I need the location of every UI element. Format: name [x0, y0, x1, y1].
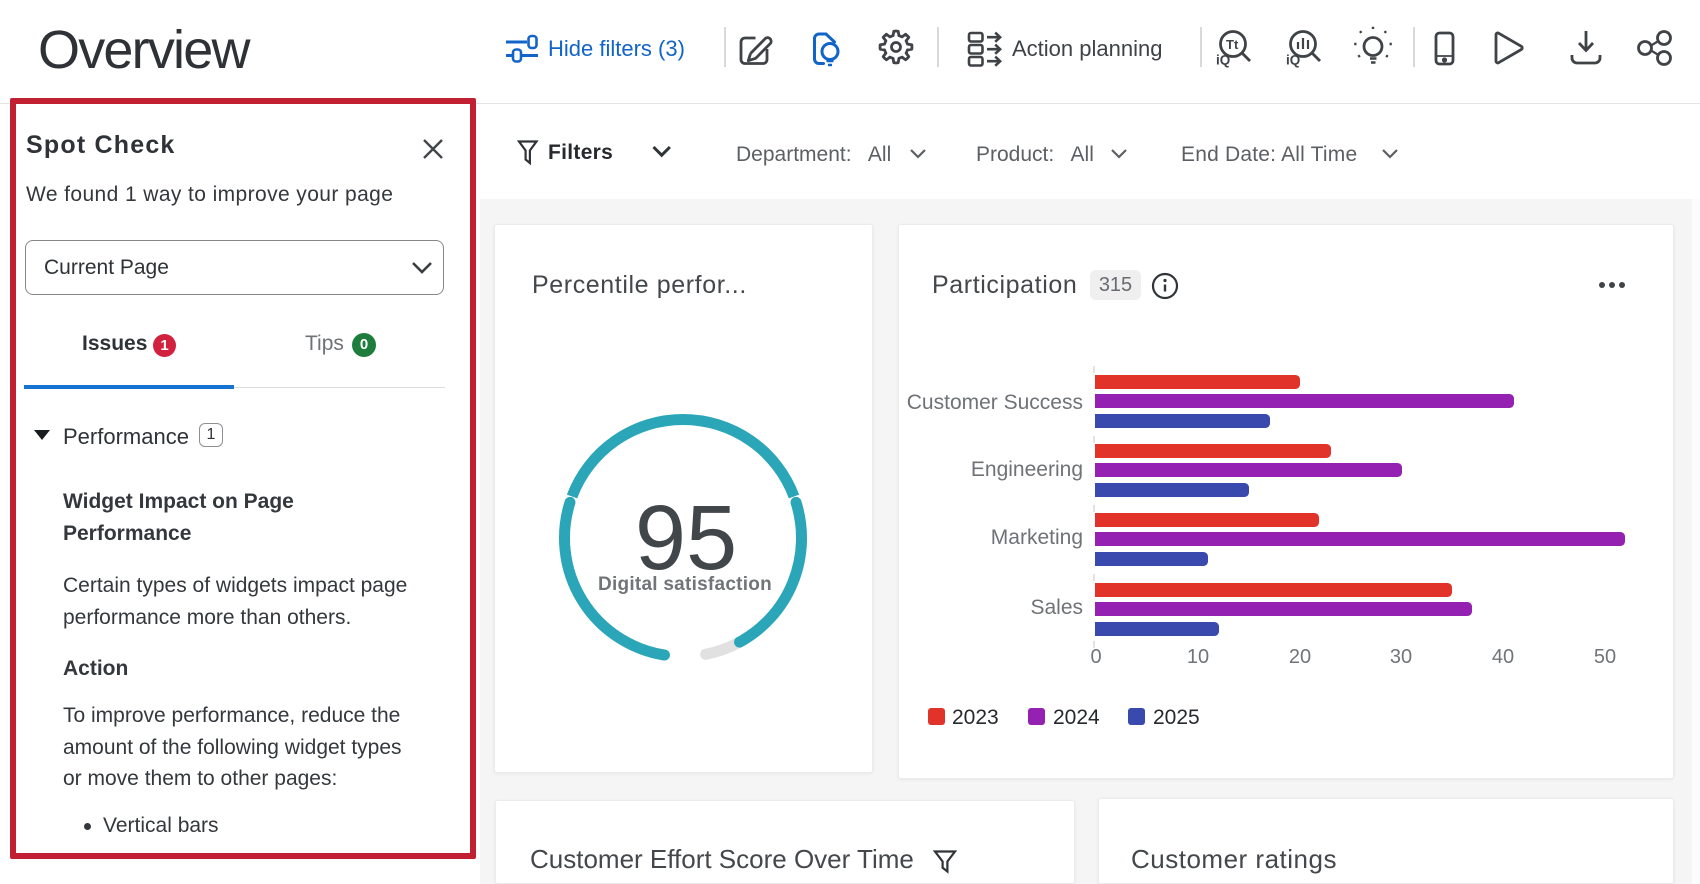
svg-text:iQ: iQ	[1286, 53, 1300, 68]
svg-text:iQ: iQ	[1216, 53, 1230, 68]
svg-text:Tt: Tt	[1226, 37, 1239, 52]
